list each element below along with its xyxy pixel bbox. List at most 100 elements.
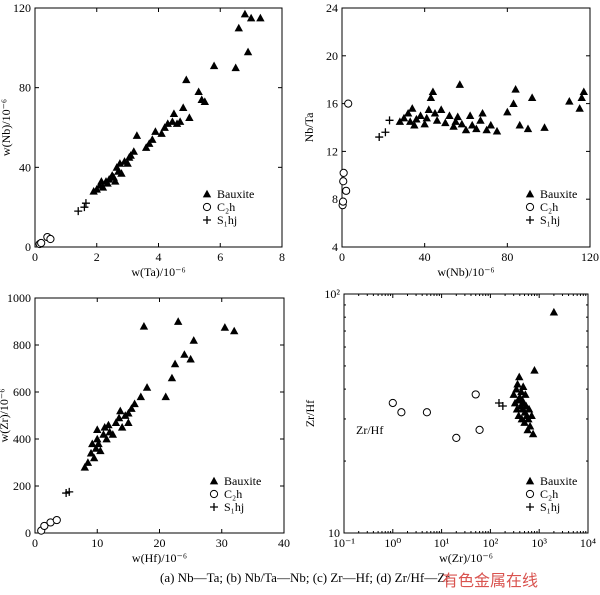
data-point-bauxite <box>94 439 103 448</box>
data-point-bauxite <box>517 387 526 396</box>
data-point-bauxite <box>175 117 185 125</box>
data-point-bauxite <box>527 93 537 102</box>
chart-panel-b: 0 40 80 120 4 8 12 16 20 24 w(Nb)/10⁻⁶ Nb/Ta Bauxite… <box>302 1 599 279</box>
data-point-bauxite <box>194 87 203 96</box>
data-point-bauxite <box>527 411 536 419</box>
data-point-bauxite <box>132 131 142 139</box>
plot-annotation: Zr/Hf <box>356 423 383 437</box>
data-point-bauxite <box>437 105 446 113</box>
legend-marker <box>525 489 535 499</box>
data-point-shj <box>74 207 83 216</box>
data-point-ch <box>52 515 61 525</box>
data-point-bauxite <box>230 326 239 335</box>
data-point-bauxite <box>168 117 177 125</box>
data-point-bauxite <box>126 151 135 159</box>
data-point-ch <box>339 168 348 178</box>
x-tick-label: 6 <box>217 250 223 264</box>
data-point-ch <box>338 197 348 206</box>
x-tick-label: 30 <box>216 536 228 550</box>
data-point-bauxite <box>88 439 97 448</box>
data-point-bauxite <box>577 93 586 102</box>
data-point-bauxite <box>161 392 170 401</box>
data-point-bauxite <box>104 175 114 183</box>
data-point-bauxite <box>420 119 429 128</box>
x-tick-label: 10³ <box>531 536 547 550</box>
data-point-bauxite <box>525 421 535 430</box>
data-point-bauxite <box>157 129 166 137</box>
legend-entry: C₂h <box>540 487 558 501</box>
data-point-bauxite <box>98 183 108 191</box>
data-point-bauxite <box>130 399 139 408</box>
plot-frame <box>343 293 589 534</box>
legend-marker <box>202 202 212 212</box>
legend-entry: C₂h <box>217 200 235 214</box>
data-point-bauxite <box>509 390 518 398</box>
data-point-ch <box>397 408 406 417</box>
legend-entry: S₁hj <box>224 500 244 514</box>
y-tick-label: 16 <box>326 97 338 111</box>
data-point-bauxite <box>86 448 96 457</box>
data-point-bauxite <box>189 336 198 344</box>
data-point-bauxite <box>103 179 112 187</box>
y-tick-label: 800 <box>13 338 31 352</box>
legend-marker <box>525 189 535 198</box>
data-point-bauxite <box>136 392 146 401</box>
data-point-bauxite <box>102 434 111 443</box>
y-axis-label: w(Zr)/10⁻⁶ <box>0 389 11 443</box>
figure-caption-area: (a) Nb—Ta; (b) Nb/Ta—Nb; (c) Zr—Hf; (d) … <box>0 567 600 591</box>
data-point-bauxite <box>231 63 240 72</box>
data-point-bauxite <box>173 317 183 325</box>
data-point-bauxite <box>451 117 460 125</box>
data-point-bauxite <box>428 87 438 96</box>
data-point-bauxite <box>406 117 415 125</box>
data-point-bauxite <box>169 109 179 117</box>
data-point-bauxite <box>170 359 180 368</box>
x-tick-label: 0 <box>339 250 345 264</box>
data-point-bauxite <box>89 453 99 462</box>
data-point-bauxite <box>449 122 458 130</box>
data-point-bauxite <box>412 114 421 123</box>
x-tick-label: 10 <box>91 536 103 550</box>
data-point-bauxite <box>104 420 113 429</box>
data-point-ch <box>471 390 480 399</box>
data-point-bauxite <box>416 111 425 119</box>
data-point-bauxite <box>163 119 172 127</box>
data-point-bauxite <box>399 113 409 122</box>
data-point-bauxite <box>92 185 101 193</box>
y-axis-label: Nb/Ta <box>302 112 316 142</box>
data-point-bauxite <box>80 463 89 471</box>
data-point-bauxite <box>492 126 502 135</box>
data-point-bauxite <box>457 119 467 128</box>
legend-marker <box>202 189 212 198</box>
y-tick-label: 400 <box>13 432 31 446</box>
y-tick-label: 120 <box>13 1 31 15</box>
data-point-bauxite <box>509 99 518 107</box>
x-tick-label: 0 <box>32 536 38 550</box>
data-point-bauxite <box>180 350 189 358</box>
data-point-bauxite <box>403 108 413 117</box>
legend-entry: S₁hj <box>217 213 237 227</box>
legend-marker <box>525 202 535 212</box>
data-point-bauxite <box>445 111 454 119</box>
data-point-bauxite <box>182 75 191 84</box>
data-point-bauxite <box>108 430 118 438</box>
data-point-bauxite <box>408 104 417 112</box>
data-point-bauxite <box>111 418 121 426</box>
data-point-shj <box>381 128 390 137</box>
data-point-ch <box>46 234 55 244</box>
data-point-bauxite <box>127 404 136 412</box>
data-point-bauxite <box>179 103 188 111</box>
y-tick-label: 10² <box>324 287 340 301</box>
data-point-bauxite <box>220 323 230 331</box>
data-point-bauxite <box>246 13 256 22</box>
legend-entry: Bauxite <box>217 187 254 201</box>
x-tick-label: 40 <box>278 536 290 550</box>
y-tick-label: 40 <box>19 160 31 174</box>
legend-marker <box>209 489 219 499</box>
plot-frame <box>34 7 283 248</box>
data-point-shj <box>65 487 74 496</box>
data-point-shj <box>80 203 89 212</box>
data-point-bauxite <box>424 105 433 113</box>
data-point-bauxite <box>515 372 524 381</box>
chart-panel-c: 0 10 20 30 4002004006008001000w(Hf)/10⁻⁶w(Zr… <box>0 291 290 565</box>
